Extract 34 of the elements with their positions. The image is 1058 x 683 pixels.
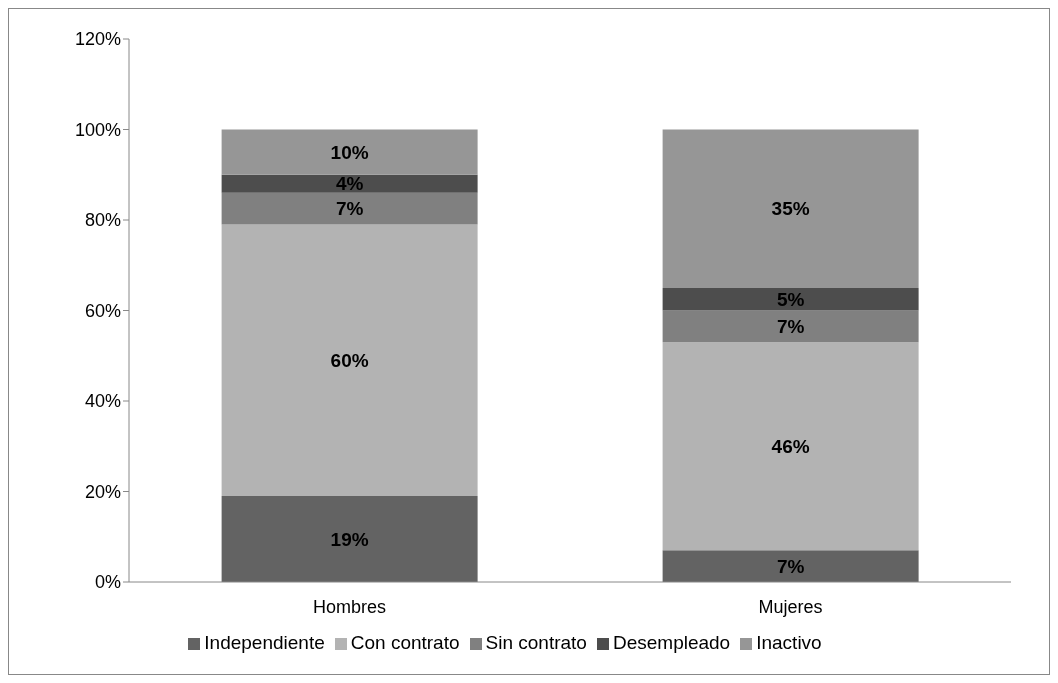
data-label: 60% bbox=[330, 349, 369, 371]
bar bbox=[662, 310, 919, 343]
legend-label: Sin contrato bbox=[485, 632, 587, 653]
bar bbox=[662, 287, 919, 311]
y-tick-label: 100% bbox=[74, 119, 121, 140]
data-label: 7% bbox=[335, 198, 364, 220]
bar bbox=[221, 174, 478, 193]
bar bbox=[221, 192, 478, 225]
data-label: 46% bbox=[771, 435, 810, 457]
data-label: 7% bbox=[776, 555, 805, 577]
y-tick-label: 120% bbox=[74, 29, 121, 50]
data-label: 35% bbox=[771, 198, 810, 220]
bar bbox=[221, 129, 478, 175]
bar bbox=[662, 129, 919, 288]
data-label: 4% bbox=[335, 173, 364, 195]
y-tick-label: 0% bbox=[94, 572, 121, 593]
x-tick-label: Hombres bbox=[312, 596, 387, 617]
legend-label: Inactivo bbox=[756, 632, 822, 653]
bar bbox=[221, 496, 478, 582]
bar bbox=[662, 550, 919, 582]
data-label: 5% bbox=[776, 288, 805, 310]
legend-label: Desempleado bbox=[612, 632, 731, 653]
y-tick-label: 80% bbox=[84, 210, 121, 231]
legend-label: Independiente bbox=[204, 632, 325, 653]
y-tick-label: 20% bbox=[84, 481, 121, 502]
x-tick-label: Mujeres bbox=[758, 596, 823, 617]
y-tick-label: 60% bbox=[84, 300, 121, 321]
legend-label: Con contrato bbox=[350, 632, 460, 653]
data-label: 7% bbox=[776, 315, 805, 337]
y-tick-label: 40% bbox=[84, 391, 121, 412]
bar bbox=[221, 224, 478, 497]
data-label: 10% bbox=[330, 141, 369, 163]
bar bbox=[662, 342, 919, 551]
data-label: 19% bbox=[330, 528, 369, 550]
